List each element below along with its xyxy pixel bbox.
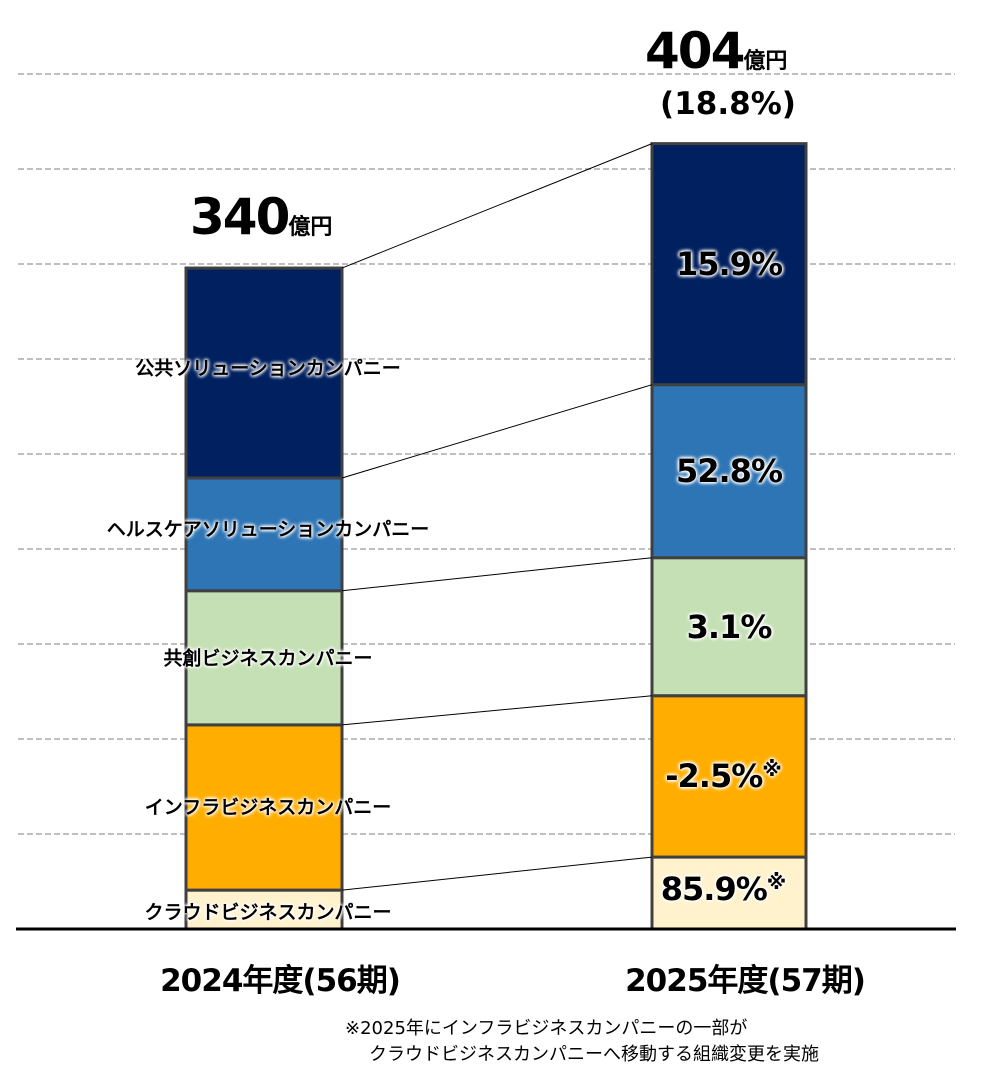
growth-label-1: -2.5%※	[665, 757, 782, 796]
total-label-2024: 340億円	[190, 188, 333, 246]
total-growth-2025: (18.8%)	[660, 86, 796, 122]
series-label-4: 公共ソリューションカンパニー	[135, 357, 401, 380]
bar-segment-3-1	[650, 383, 808, 560]
connector-line	[341, 143, 653, 269]
footnote-line-1: ※2025年にインフラビジネスカンパニーの一部が	[345, 1018, 748, 1039]
footnote-line-2: クラウドビジネスカンパニーへ移動する組織変更を実施	[369, 1044, 819, 1065]
bar-segment-0-1	[650, 855, 808, 931]
note-mark: ※	[766, 870, 786, 895]
bar-segment-1-0	[184, 723, 344, 892]
connector-line	[341, 856, 653, 891]
growth-label-3: 52.8%	[675, 452, 783, 491]
growth-label-2: 3.1%	[686, 607, 773, 646]
growth-label-4: 15.9%	[675, 245, 783, 284]
bar-segment-2-0	[184, 589, 344, 727]
bar-segment-1-1	[650, 694, 808, 859]
connector-line	[341, 557, 653, 592]
total-label-2025: 404億円	[645, 22, 788, 80]
series-label-2: 共創ビジネスカンパニー	[163, 647, 373, 670]
connector-line	[341, 695, 653, 726]
x-tick-2024: 2024年度(56期)	[160, 963, 401, 999]
series-label-0: クラウドビジネスカンパニー	[144, 901, 392, 924]
connector-line	[341, 384, 653, 479]
series-label-1: インフラビジネスカンパニー	[144, 796, 392, 819]
bar-segment-4-1	[650, 142, 808, 387]
bar-segment-2-1	[650, 556, 808, 698]
note-mark: ※	[762, 757, 781, 782]
footnote: ※2025年にインフラビジネスカンパニーの一部が クラウドビジネスカンパニーへ移…	[345, 1016, 819, 1068]
growth-label-0: 85.9%※	[660, 870, 786, 909]
series-label-3: ヘルスケアソリューションカンパニー	[106, 518, 430, 541]
x-tick-2025: 2025年度(57期)	[625, 963, 866, 999]
bar-segment-4-0	[184, 266, 344, 480]
